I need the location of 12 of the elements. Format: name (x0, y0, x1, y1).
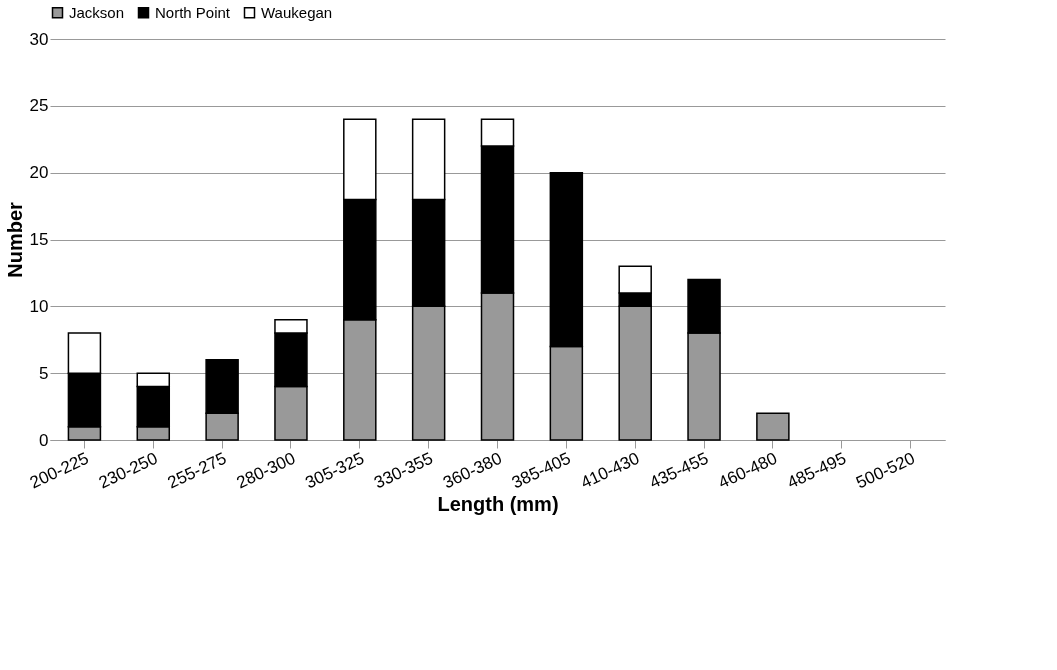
legend-label: Waukegan (261, 3, 333, 21)
y-tick-label: 20 (29, 163, 49, 183)
y-axis-title: Number (3, 202, 26, 278)
legend-label: North Point (155, 3, 231, 21)
y-tick-label: 5 (39, 363, 49, 383)
y-tick-label: 15 (29, 230, 49, 249)
y-tick-label: 0 (39, 430, 49, 450)
y-tick-label: 25 (29, 96, 49, 116)
legend-label: Jackson (69, 3, 125, 21)
y-tick-label: 30 (29, 29, 49, 49)
x-axis-title: Length (mm) (437, 493, 559, 516)
y-tick-label: 10 (29, 296, 49, 316)
